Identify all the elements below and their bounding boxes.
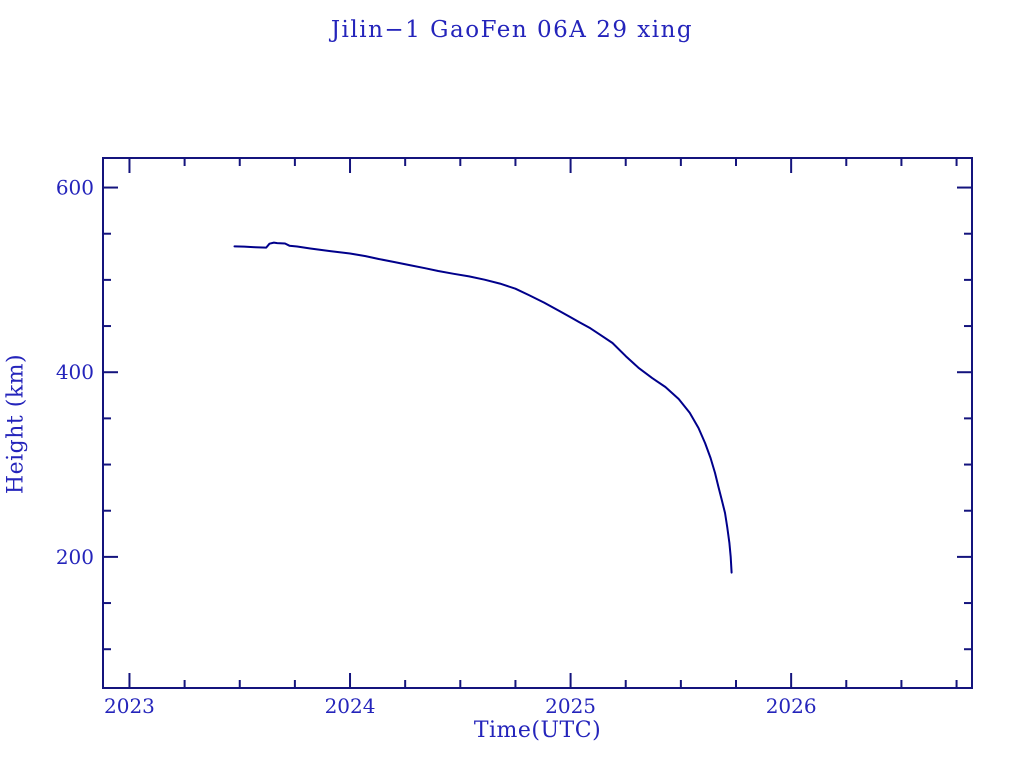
x-tick-label: 2024 — [325, 694, 376, 718]
y-tick-label: 400 — [56, 360, 94, 384]
plot-box — [102, 157, 973, 689]
decay-curve — [233, 241, 733, 574]
x-tick-label: 2025 — [545, 694, 596, 718]
axis-ticks — [103, 158, 972, 688]
x-axis-label: Time(UTC) — [473, 718, 602, 743]
tick-labels: 2023 2024 2025 2026 200 400 600 — [56, 176, 817, 718]
x-tick-label: 2023 — [104, 694, 155, 718]
y-tick-label: 600 — [56, 176, 94, 200]
x-tick-label: 2026 — [766, 694, 817, 718]
chart-title: Jilin−1 GaoFen 06A 29 xing — [330, 17, 694, 43]
y-tick-label: 200 — [56, 545, 94, 569]
